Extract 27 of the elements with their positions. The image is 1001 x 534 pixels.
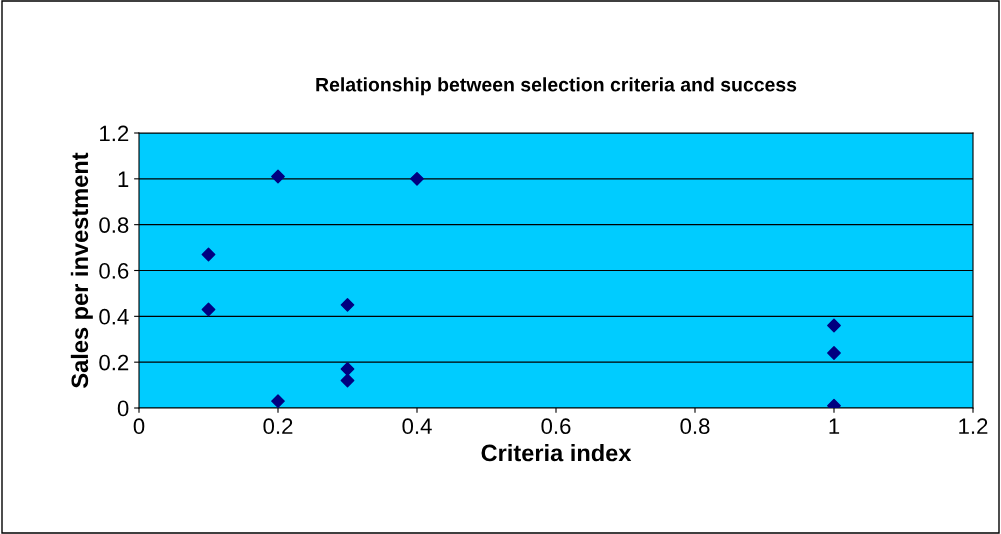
point [201,247,216,262]
point [271,394,285,408]
y-tick-label: 0 [117,400,129,417]
x-tick-label: 0.6 [541,418,571,435]
point [410,171,424,186]
y-tick-label: 1 [118,171,129,187]
point [340,362,355,376]
point [827,318,841,333]
point [827,346,841,360]
x-tick-label: 0.2 [263,418,293,435]
x-tick-label: 1 [829,418,840,434]
chart-title: Relationship between selection criteria and success [316,77,797,96]
y-axis-title: Sales per investment [70,152,93,388]
x-tick-label: 0.4 [402,418,432,435]
x-tick-label: 0 [133,418,145,435]
x-axis-title: Criteria index [481,443,632,462]
y-tick-label: 0.4 [99,308,129,325]
point [340,297,355,312]
y-tick-label: 0.2 [99,354,129,371]
y-tick-label: 0.6 [99,263,129,279]
point [271,169,285,184]
x-tick-label: 0.8 [680,418,710,435]
x-tick-label: 1.2 [959,418,988,434]
point [201,302,216,317]
y-tick-label: 1.2 [100,125,129,142]
y-tick-label: 0.8 [99,217,129,233]
point [340,373,355,388]
